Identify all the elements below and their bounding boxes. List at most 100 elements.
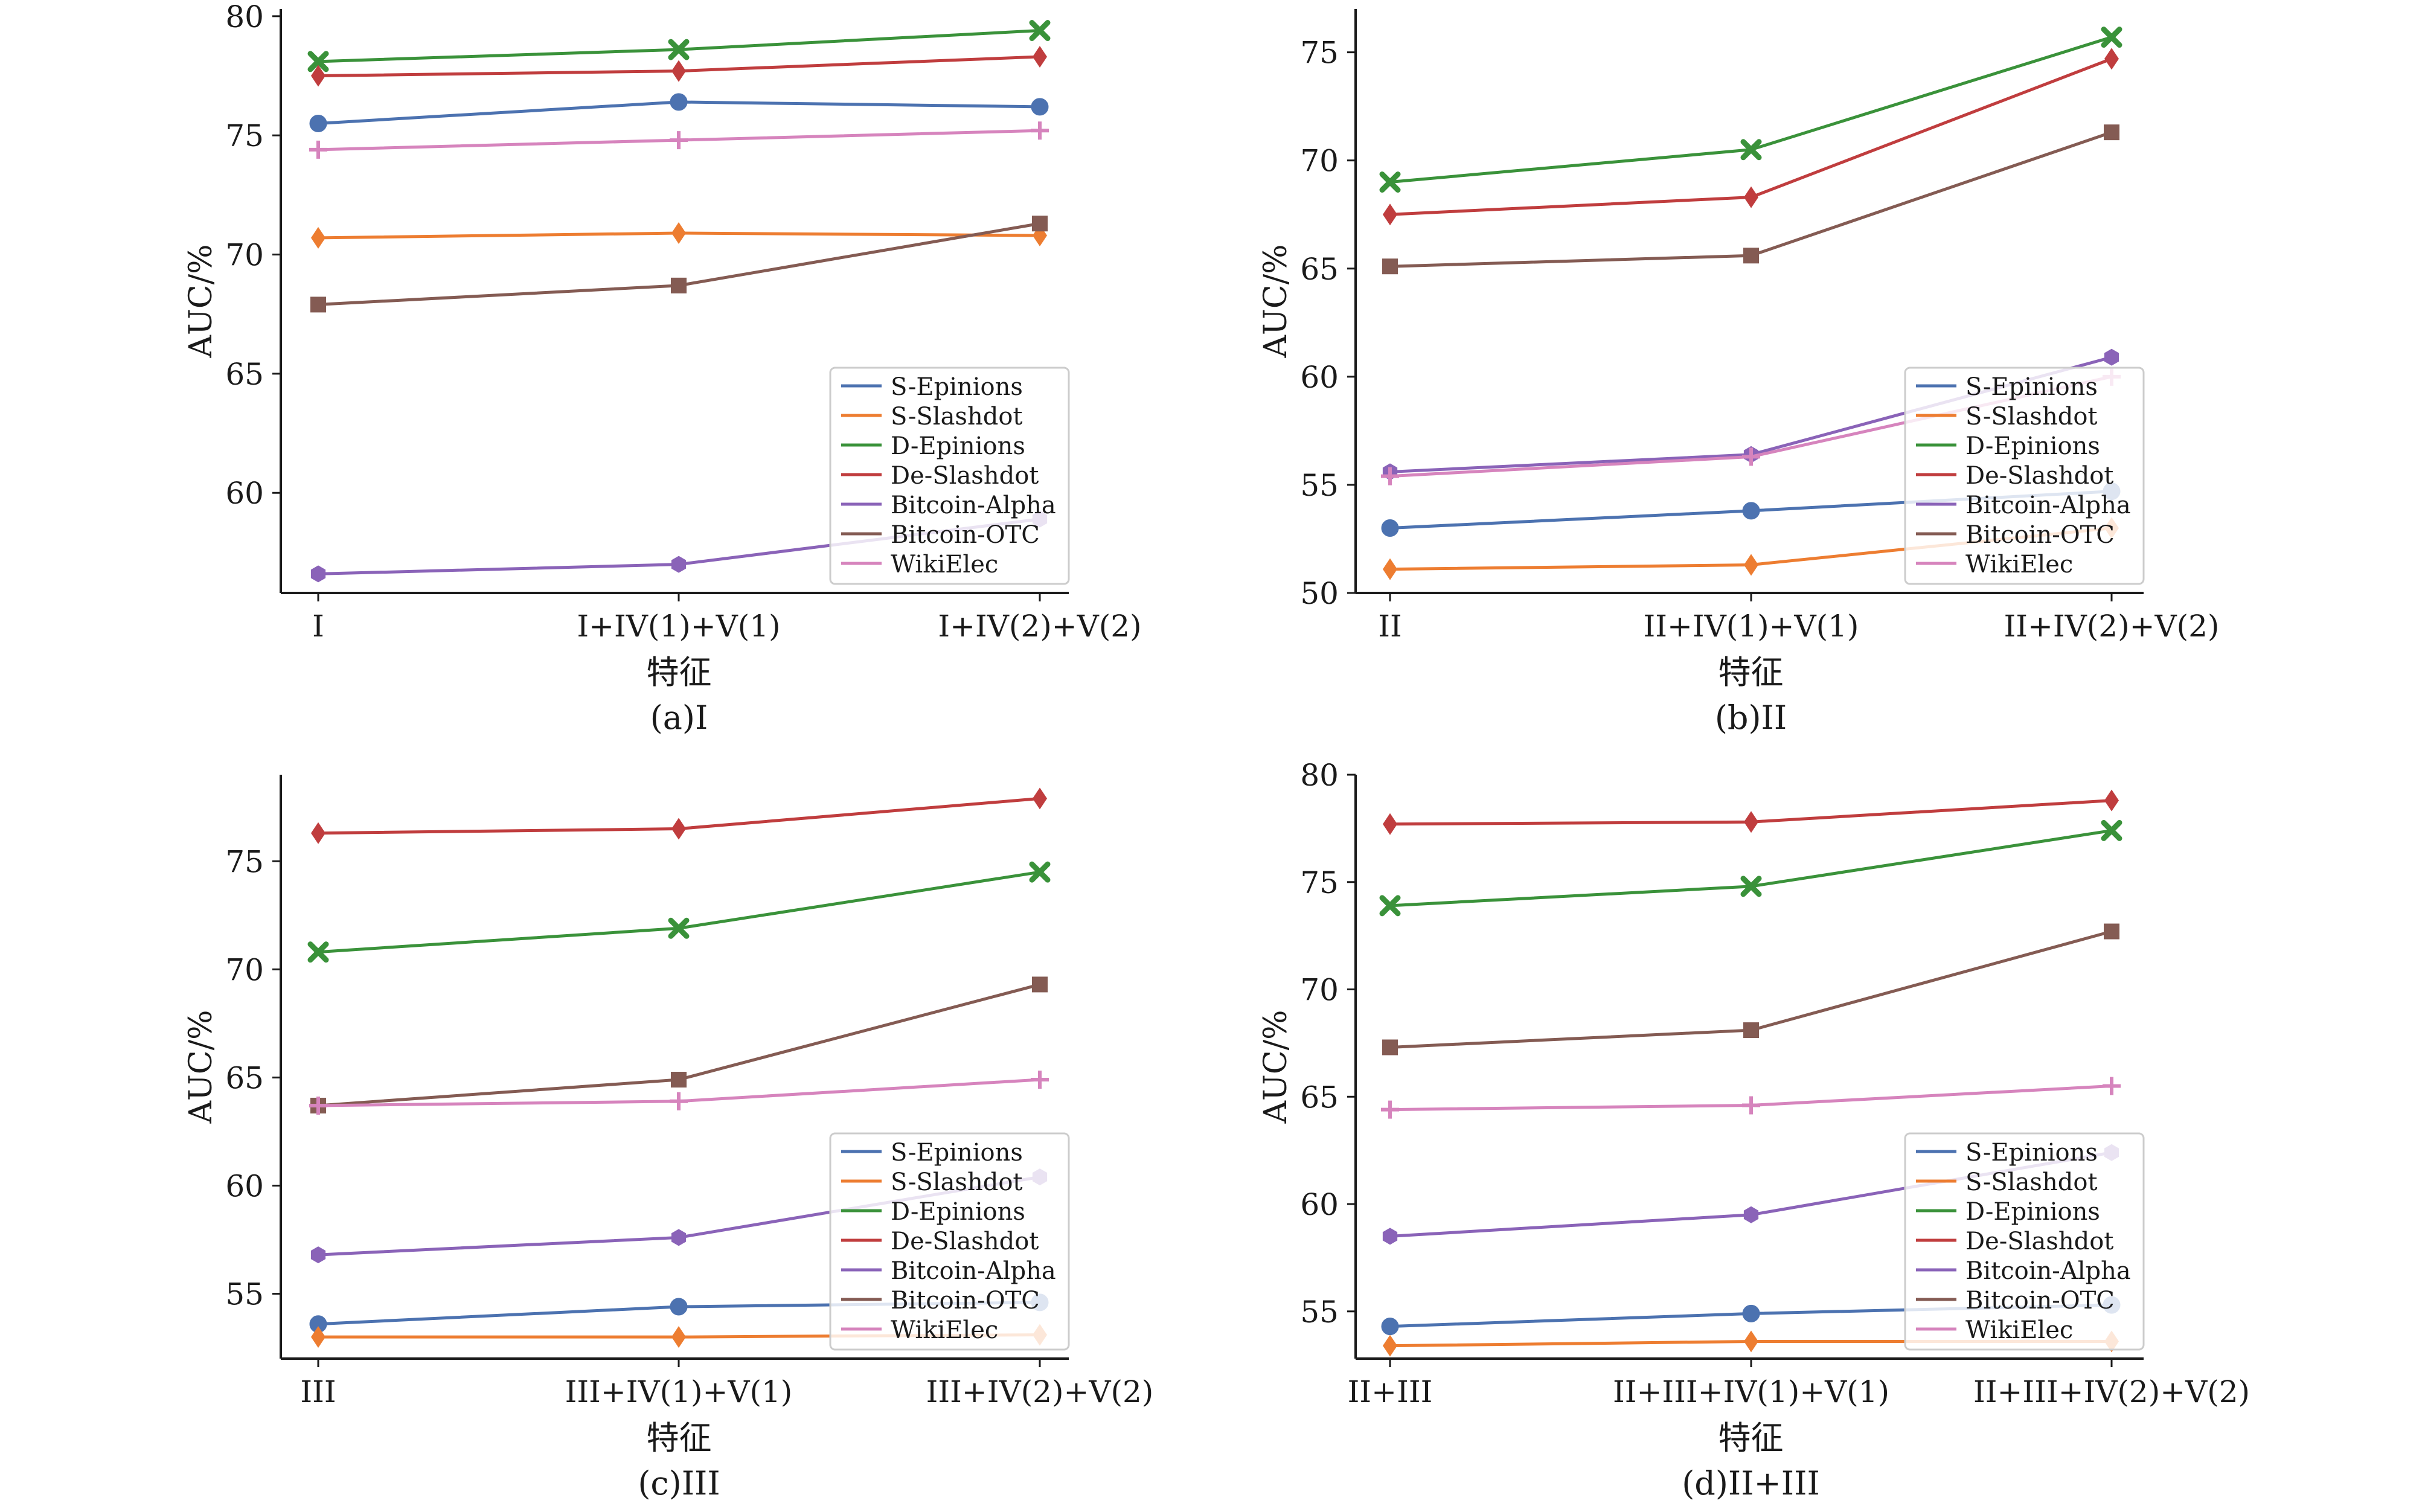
data-point [2104,48,2119,70]
data-point [1383,1334,1397,1357]
panel-caption: (d)II+III [1682,1464,1820,1502]
series-bitcoin-otc [310,216,1048,313]
legend-label: De-Slashdot [1965,1228,2113,1255]
legend-box [1904,367,2145,585]
series-wikielec [1381,1077,2121,1119]
data-point [307,51,329,72]
data-point [1744,1330,1758,1353]
legend-box [829,367,1070,585]
x-tick-label: II+IV(1)+V(1) [1644,609,1859,644]
data-point [1379,895,1401,917]
data-point [2101,27,2122,48]
data-point [311,226,325,249]
data-point [1029,20,1051,42]
legend-label: S-Epinions [891,1139,1023,1167]
y-tick-label: 70 [1300,973,1339,1008]
y-tick-label: 70 [1300,144,1339,179]
x-tick-label: II+III+IV(2)+V(2) [1973,1374,2250,1409]
series-de-slashdot [311,45,1047,87]
series-de-slashdot [1383,48,2119,226]
data-point [668,39,690,60]
panel-caption: (a)I [650,699,708,737]
data-point [1743,248,1759,264]
data-point [1743,1022,1759,1039]
legend-label: S-Slashdot [1965,1168,2097,1196]
data-point [310,296,326,313]
x-tick-label: II+IV(2)+V(2) [2004,609,2220,644]
data-point [671,277,687,293]
legend: S-EpinionsS-SlashdotD-EpinionsDe-Slashdo… [1904,1132,2145,1351]
x-axis-title: 特征 [647,653,712,691]
y-tick-label: 75 [225,118,264,153]
data-point [1381,467,1399,485]
data-point [1740,139,1762,161]
panel-c: 55 60 65 70 75 III III+IV(1)+V(1) III+IV(2)+V(2… [183,775,1153,1502]
panel-caption: (c)III [638,1464,720,1502]
series-d-epinions [307,20,1051,72]
series-de-slashdot [1383,789,2119,835]
x-tick-label: I+IV(2)+V(2) [938,609,1141,644]
y-tick-label: 55 [225,1277,264,1312]
legend-label: Bitcoin-Alpha [891,492,1056,519]
y-tick-label: 75 [225,844,264,879]
y-tick-label: 80 [1300,758,1339,793]
y-tick-label: 65 [1300,1080,1339,1115]
y-tick-label: 60 [1300,360,1339,395]
data-point [311,65,325,87]
data-point [1382,1039,1398,1056]
data-point [671,222,686,245]
data-point [671,1229,687,1246]
data-point [671,1071,687,1088]
legend-label: D-Epinions [891,1198,1025,1226]
legend: S-EpinionsS-SlashdotD-EpinionsDe-Slashdo… [829,367,1070,585]
x-tick-label: II+III+IV(1)+V(1) [1613,1374,1889,1409]
y-tick-label: 75 [1300,36,1339,71]
x-tick-label: II+III [1348,1374,1433,1409]
data-point [2104,923,2119,940]
legend-label: Bitcoin-OTC [1965,521,2115,549]
data-point [1381,1100,1399,1119]
data-point [1381,519,1399,537]
legend-label: S-Epinions [1965,1139,2098,1167]
data-point [1742,1096,1760,1115]
legend-label: WikiElec [891,1316,998,1344]
data-point [1031,121,1049,140]
legend-label: Bitcoin-OTC [891,1287,1040,1315]
legend-label: Bitcoin-OTC [891,521,1040,549]
series-de-slashdot [311,787,1047,844]
series-bitcoin-otc [1382,923,2119,1056]
y-tick-label: 65 [225,357,264,392]
series-bitcoin-otc [1382,124,2119,275]
legend: S-EpinionsS-SlashdotD-EpinionsDe-Slashdo… [829,1132,1070,1351]
data-point [1383,203,1397,226]
data-point [1379,171,1401,193]
x-axis-title: 特征 [1719,653,1784,691]
data-point [1382,258,1398,275]
y-axis-title: AUC/% [1258,244,1294,358]
data-point [310,1246,326,1264]
series-line [1389,828,2112,908]
data-point [671,60,686,82]
y-axis-title: AUC/% [183,244,219,358]
legend-label: S-Epinions [1965,373,2098,401]
data-point [670,1092,688,1110]
series-d-epinions [307,861,1051,963]
data-point [1742,502,1760,520]
y-tick-label: 70 [225,952,264,987]
legend-label: S-Slashdot [891,1168,1022,1196]
legend-label: S-Slashdot [1965,403,2097,431]
y-axis-title: AUC/% [183,1010,219,1124]
data-point [1744,186,1758,208]
data-point [670,131,688,150]
data-point [671,1326,686,1348]
legend-label: D-Epinions [1965,432,2100,460]
data-point [1033,45,1047,68]
series-s-epinions [309,93,1049,132]
data-point [1032,216,1048,232]
legend-label: De-Slashdot [1965,462,2113,490]
data-point [1744,554,1758,576]
data-point [311,822,325,844]
legend-label: Bitcoin-OTC [1965,1287,2115,1315]
y-tick-label: 60 [1300,1187,1339,1222]
